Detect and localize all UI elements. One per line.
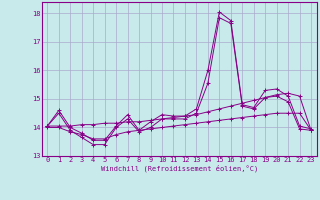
X-axis label: Windchill (Refroidissement éolien,°C): Windchill (Refroidissement éolien,°C) — [100, 165, 258, 172]
